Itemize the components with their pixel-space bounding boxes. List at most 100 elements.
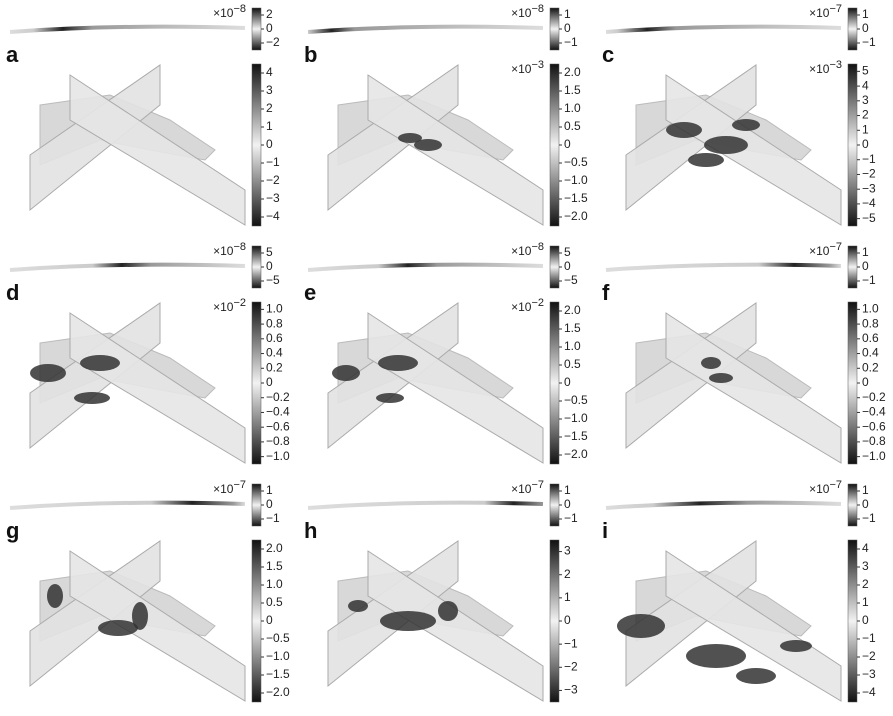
scale-exponent: −3 bbox=[829, 59, 842, 71]
field-blob bbox=[704, 136, 748, 154]
scale-exponent: −8 bbox=[233, 3, 246, 15]
panel: h×10−710−13210−1−2−3 bbox=[304, 479, 578, 702]
colorbar-tick-label: −5 bbox=[266, 273, 280, 287]
colorbar-tick-label: 4 bbox=[862, 541, 869, 555]
field-blob bbox=[701, 357, 721, 369]
colorbar-tick-label: −2.0 bbox=[266, 685, 290, 699]
strip bbox=[308, 265, 543, 270]
colorbar-tick-label: −2.0 bbox=[564, 447, 588, 461]
colorbar-tick-label: −1 bbox=[862, 273, 876, 287]
colorbar-tick-label: 3 bbox=[862, 93, 869, 107]
colorbar bbox=[550, 540, 559, 702]
scale-base: ×10 bbox=[511, 62, 532, 76]
colorbar-tick-label: 0.8 bbox=[862, 316, 879, 330]
colorbar bbox=[550, 64, 559, 226]
scale-factor: ×10−3 bbox=[809, 59, 842, 76]
colorbar-tick-label: 1.0 bbox=[266, 302, 283, 316]
colorbar-tick-label: 0 bbox=[266, 613, 273, 627]
scale-factor: ×10−2 bbox=[213, 297, 246, 314]
colorbar-tick-label: −1.0 bbox=[266, 449, 290, 463]
colorbar-tick-label: 0 bbox=[564, 137, 571, 151]
colorbar-tick-label: −2 bbox=[862, 649, 876, 663]
colorbar-tick-label: −1.0 bbox=[564, 411, 588, 425]
colorbar-tick-label: 1.0 bbox=[564, 101, 581, 115]
colorbar-tick-label: −1 bbox=[266, 155, 280, 169]
colorbar-tick-label: −1.0 bbox=[266, 649, 290, 663]
colorbar-tick-label: 5 bbox=[266, 245, 273, 259]
scale-base: ×10 bbox=[809, 244, 830, 258]
colorbar-tick-label: −0.4 bbox=[862, 405, 886, 419]
colorbar-tick-label: −1 bbox=[564, 35, 578, 49]
colorbar bbox=[848, 302, 857, 464]
colorbar-tick-label: 0 bbox=[266, 137, 273, 151]
colorbar-tick-label: 2 bbox=[862, 577, 869, 591]
scale-base: ×10 bbox=[809, 482, 830, 496]
colorbar-tick-label: −3 bbox=[862, 181, 876, 195]
panel-label: d bbox=[6, 280, 19, 305]
strip bbox=[10, 265, 245, 270]
colorbar-tick-label: −0.5 bbox=[564, 155, 588, 169]
scale-exponent: −7 bbox=[233, 479, 246, 491]
colorbar-tick-label: 5 bbox=[564, 245, 571, 259]
colorbar-tick-label: −3 bbox=[266, 191, 280, 205]
colorbar-tick-label: 1 bbox=[862, 122, 869, 136]
colorbar-tick-label: −0.5 bbox=[266, 631, 290, 645]
colorbar-tick-label: 2 bbox=[266, 101, 273, 115]
field-blob bbox=[732, 119, 760, 131]
colorbar-tick-label: −5 bbox=[862, 211, 876, 225]
colorbar-tick-label: −2 bbox=[266, 173, 280, 187]
panel: d×10−850−5×10−21.00.80.60.40.20−0.2−0.4−… bbox=[6, 241, 290, 464]
scale-factor: ×10−7 bbox=[213, 479, 246, 496]
field-blob bbox=[709, 373, 733, 383]
colorbar-tick-label: 3 bbox=[266, 83, 273, 97]
colorbar-tick-label: 0 bbox=[266, 375, 273, 389]
colorbar-tick-label: 5 bbox=[862, 64, 869, 78]
colorbar-tick-label: 0.4 bbox=[862, 346, 879, 360]
colorbar-tick-label: 0.4 bbox=[266, 346, 283, 360]
colorbar-tick-label: 1.0 bbox=[862, 302, 879, 316]
colorbar-tick-label: 0 bbox=[266, 497, 273, 511]
colorbar-tick-label: 0 bbox=[862, 259, 869, 273]
strip bbox=[10, 503, 245, 508]
colorbar-tick-label: −1.5 bbox=[564, 429, 588, 443]
colorbar-tick-label: −4 bbox=[862, 196, 876, 210]
colorbar-tick-label: −0.6 bbox=[266, 419, 290, 433]
colorbar-tick-label: 1 bbox=[862, 595, 869, 609]
panel-label: i bbox=[602, 518, 608, 543]
colorbar bbox=[252, 246, 261, 288]
scale-exponent: −2 bbox=[531, 297, 544, 309]
colorbar-tick-label: 1.5 bbox=[564, 321, 581, 335]
field-blob bbox=[47, 584, 63, 608]
scale-base: ×10 bbox=[511, 300, 532, 314]
field-blob bbox=[414, 139, 442, 151]
colorbar-tick-label: −1.5 bbox=[266, 667, 290, 681]
colorbar-tick-label: −1 bbox=[862, 511, 876, 525]
colorbar-tick-label: 0.2 bbox=[266, 360, 283, 374]
colorbar bbox=[252, 540, 261, 702]
colorbar-tick-label: 0.6 bbox=[266, 331, 283, 345]
panel: f×10−710−11.00.80.60.40.20−0.2−0.4−0.6−0… bbox=[602, 241, 886, 464]
colorbar-tick-label: −1.0 bbox=[862, 449, 886, 463]
colorbar-tick-label: −4 bbox=[862, 685, 876, 699]
colorbar bbox=[848, 64, 857, 226]
colorbar-tick-label: −2 bbox=[564, 659, 578, 673]
colorbar bbox=[252, 8, 261, 50]
colorbar-tick-label: 0.5 bbox=[564, 119, 581, 133]
scale-base: ×10 bbox=[213, 482, 234, 496]
colorbar-tick-label: 1 bbox=[564, 590, 571, 604]
colorbar-tick-label: −1.5 bbox=[564, 191, 588, 205]
scale-exponent: −7 bbox=[829, 3, 842, 15]
panel-label: b bbox=[304, 42, 317, 67]
colorbar bbox=[252, 302, 261, 464]
panel-label: f bbox=[602, 280, 610, 305]
scale-exponent: −7 bbox=[829, 241, 842, 253]
field-blob bbox=[348, 600, 368, 612]
field-blob bbox=[74, 392, 110, 404]
scale-exponent: −8 bbox=[531, 3, 544, 15]
colorbar-tick-label: −0.8 bbox=[266, 434, 290, 448]
colorbar-tick-label: −1 bbox=[266, 511, 280, 525]
panel: e×10−850−5×10−22.01.51.00.50−0.5−1.0−1.5… bbox=[304, 241, 588, 464]
colorbar-tick-label: −0.8 bbox=[862, 434, 886, 448]
colorbar bbox=[252, 484, 261, 526]
